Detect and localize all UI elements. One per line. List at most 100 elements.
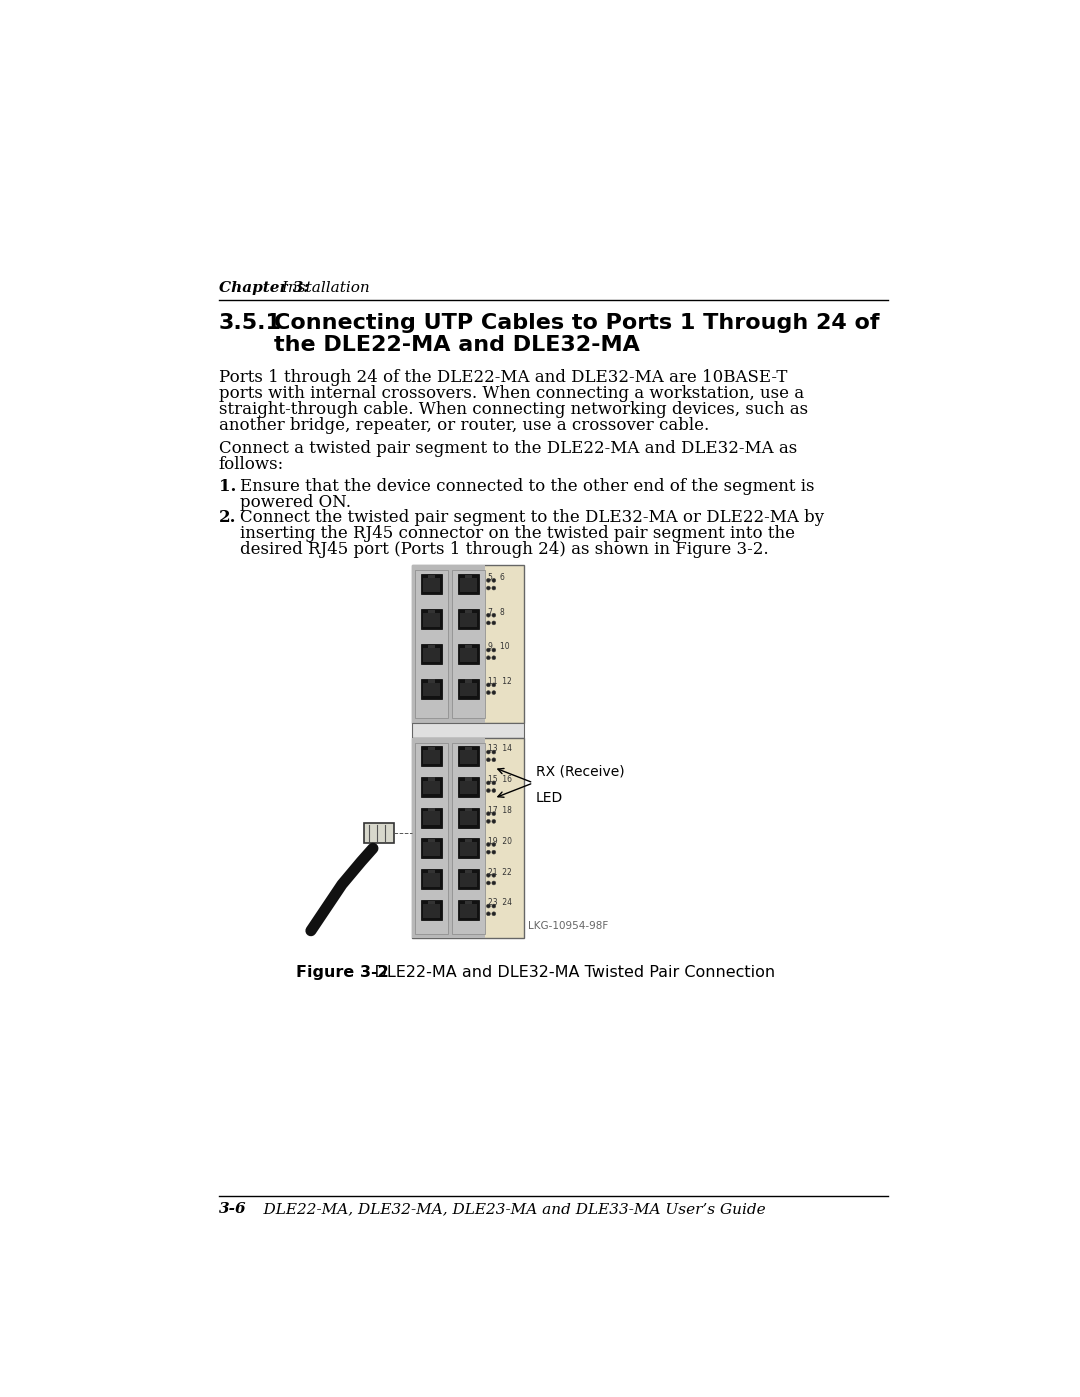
Text: 2.: 2. bbox=[218, 509, 237, 525]
Text: 3.5.1: 3.5.1 bbox=[218, 313, 282, 334]
Text: Connect a twisted pair segment to the DLE22-MA and DLE32-MA as: Connect a twisted pair segment to the DL… bbox=[218, 440, 797, 457]
Ellipse shape bbox=[491, 655, 496, 659]
Ellipse shape bbox=[486, 882, 490, 884]
Ellipse shape bbox=[491, 622, 496, 624]
Ellipse shape bbox=[486, 851, 490, 854]
Text: 15  16: 15 16 bbox=[488, 775, 512, 784]
Text: DLE22-MA and DLE32-MA Twisted Pair Connection: DLE22-MA and DLE32-MA Twisted Pair Conne… bbox=[354, 965, 775, 979]
Text: Ensure that the device connected to the other end of the segment is: Ensure that the device connected to the … bbox=[241, 478, 815, 495]
Bar bbox=[458, 807, 478, 827]
Text: Connecting UTP Cables to Ports 1 Through 24 of: Connecting UTP Cables to Ports 1 Through… bbox=[274, 313, 880, 334]
Bar bbox=[423, 904, 440, 918]
Ellipse shape bbox=[486, 690, 490, 694]
Bar bbox=[428, 644, 435, 648]
Ellipse shape bbox=[486, 904, 490, 908]
Text: 23  24: 23 24 bbox=[488, 898, 512, 908]
Bar bbox=[465, 610, 472, 613]
Ellipse shape bbox=[486, 655, 490, 659]
Bar bbox=[465, 679, 472, 683]
Bar bbox=[411, 564, 524, 722]
Ellipse shape bbox=[491, 757, 496, 761]
Text: 21  22: 21 22 bbox=[488, 868, 511, 876]
Ellipse shape bbox=[486, 683, 490, 687]
Text: Chapter 3:: Chapter 3: bbox=[218, 281, 309, 295]
Bar bbox=[460, 812, 476, 826]
Bar bbox=[460, 781, 476, 795]
Bar bbox=[411, 738, 485, 939]
Bar bbox=[460, 842, 476, 856]
Ellipse shape bbox=[486, 842, 490, 847]
Text: 3-6: 3-6 bbox=[218, 1203, 246, 1217]
Bar bbox=[460, 578, 476, 592]
Bar bbox=[465, 901, 472, 904]
Text: RX (Receive): RX (Receive) bbox=[536, 764, 624, 778]
Ellipse shape bbox=[486, 873, 490, 877]
Bar bbox=[465, 644, 472, 648]
Ellipse shape bbox=[486, 578, 490, 583]
Text: 9   10: 9 10 bbox=[488, 643, 510, 651]
Ellipse shape bbox=[486, 622, 490, 624]
Bar bbox=[415, 570, 448, 718]
Ellipse shape bbox=[486, 757, 490, 761]
Bar bbox=[411, 564, 485, 722]
Bar bbox=[423, 683, 440, 697]
Bar bbox=[421, 777, 442, 796]
Text: LED: LED bbox=[536, 791, 563, 805]
Ellipse shape bbox=[491, 648, 496, 652]
Bar bbox=[421, 838, 442, 858]
Bar bbox=[421, 869, 442, 888]
Bar bbox=[421, 746, 442, 766]
Text: 11  12: 11 12 bbox=[488, 678, 511, 686]
Text: 1.: 1. bbox=[218, 478, 237, 495]
Bar bbox=[423, 613, 440, 627]
Ellipse shape bbox=[491, 587, 496, 590]
Ellipse shape bbox=[486, 781, 490, 785]
Bar bbox=[428, 840, 435, 842]
Bar bbox=[423, 648, 440, 662]
Bar bbox=[460, 648, 476, 662]
Text: Ports 1 through 24 of the DLE22-MA and DLE32-MA are 10BASE-T: Ports 1 through 24 of the DLE22-MA and D… bbox=[218, 369, 787, 386]
Ellipse shape bbox=[491, 882, 496, 884]
Ellipse shape bbox=[491, 690, 496, 694]
Bar bbox=[460, 613, 476, 627]
Ellipse shape bbox=[486, 820, 490, 823]
Bar bbox=[460, 873, 476, 887]
Bar bbox=[458, 869, 478, 888]
Ellipse shape bbox=[491, 912, 496, 915]
Ellipse shape bbox=[491, 750, 496, 754]
Bar bbox=[465, 576, 472, 578]
Bar bbox=[423, 781, 440, 795]
Bar bbox=[421, 609, 442, 629]
Ellipse shape bbox=[486, 789, 490, 792]
Ellipse shape bbox=[486, 587, 490, 590]
Bar bbox=[458, 900, 478, 921]
Bar bbox=[458, 679, 478, 698]
Ellipse shape bbox=[491, 904, 496, 908]
Bar bbox=[460, 750, 476, 764]
Text: Installation: Installation bbox=[276, 281, 369, 295]
Text: Connect the twisted pair segment to the DLE32-MA or DLE22-MA by: Connect the twisted pair segment to the … bbox=[241, 509, 824, 525]
Ellipse shape bbox=[486, 613, 490, 617]
Bar bbox=[428, 610, 435, 613]
Bar bbox=[458, 838, 478, 858]
Bar bbox=[421, 574, 442, 594]
Bar bbox=[428, 778, 435, 781]
Text: DLE22-MA, DLE32-MA, DLE23-MA and DLE33-MA User’s Guide: DLE22-MA, DLE32-MA, DLE23-MA and DLE33-M… bbox=[243, 1203, 765, 1217]
Bar bbox=[428, 901, 435, 904]
Bar bbox=[428, 870, 435, 873]
Ellipse shape bbox=[491, 781, 496, 785]
Ellipse shape bbox=[486, 912, 490, 915]
Ellipse shape bbox=[491, 820, 496, 823]
Bar bbox=[423, 578, 440, 592]
Bar bbox=[421, 807, 442, 827]
Bar bbox=[465, 809, 472, 812]
Text: inserting the RJ45 connector on the twisted pair segment into the: inserting the RJ45 connector on the twis… bbox=[241, 525, 795, 542]
Bar bbox=[458, 574, 478, 594]
Bar bbox=[460, 683, 476, 697]
Bar bbox=[428, 746, 435, 750]
Text: 7   8: 7 8 bbox=[488, 608, 504, 616]
Bar bbox=[460, 904, 476, 918]
Ellipse shape bbox=[491, 613, 496, 617]
Bar bbox=[411, 722, 524, 738]
Text: straight-through cable. When connecting networking devices, such as: straight-through cable. When connecting … bbox=[218, 401, 808, 418]
